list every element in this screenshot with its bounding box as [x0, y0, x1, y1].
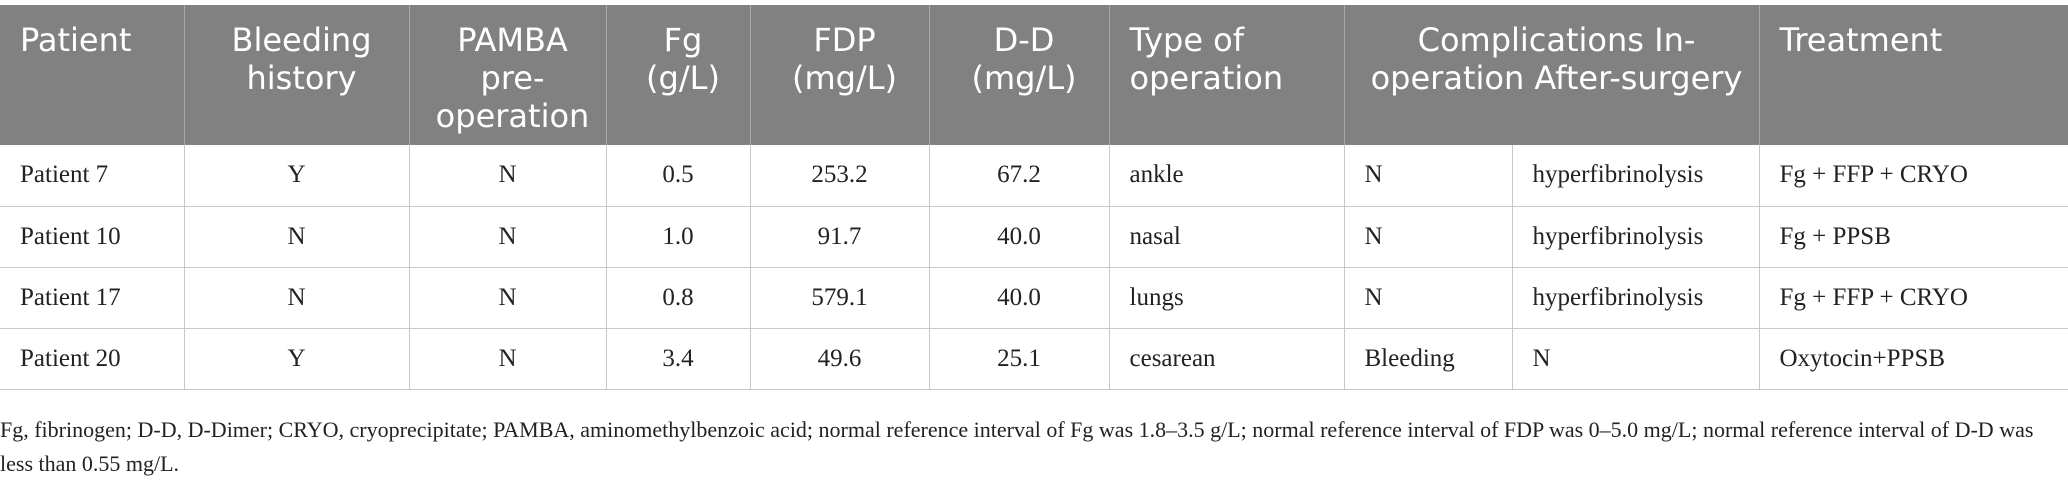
- table-footnote: Fg, fibrinogen; D-D, D-Dimer; CRYO, cryo…: [0, 417, 2034, 476]
- cell-complication-after-surgery: N: [1511, 328, 1759, 390]
- header-fdp: FDP (mg/L): [749, 5, 929, 145]
- header-treatment: Treatment: [1758, 5, 2068, 145]
- cell-fdp: 579.1: [749, 267, 929, 329]
- table-row: Patient 17 N N 0.8 579.1 40.0 lungs N hy…: [0, 267, 2068, 329]
- table-header-row: Patient Bleeding history PAMBA pre-opera…: [0, 5, 2068, 145]
- cell-type-of-operation: lungs: [1108, 267, 1344, 329]
- cell-bleeding-history: Y: [183, 145, 409, 207]
- cell-d-d: 40.0: [928, 267, 1109, 329]
- header-type-of-operation: Type of operation: [1108, 5, 1344, 145]
- header-fg: Fg (g/L): [605, 5, 750, 145]
- cell-complication-after-surgery: hyperfibrinolysis: [1511, 267, 1759, 329]
- cell-treatment: Fg + FFP + CRYO: [1758, 145, 2068, 207]
- cell-fdp: 49.6: [749, 328, 929, 390]
- cell-pamba: N: [408, 145, 606, 207]
- table-row: Patient 10 N N 1.0 91.7 40.0 nasal N hyp…: [0, 206, 2068, 268]
- cell-complication-after-surgery: hyperfibrinolysis: [1511, 206, 1759, 268]
- cell-type-of-operation: ankle: [1108, 145, 1344, 207]
- cell-treatment: Fg + FFP + CRYO: [1758, 267, 2068, 329]
- cell-d-d: 40.0: [928, 206, 1109, 268]
- cell-pamba: N: [408, 267, 606, 329]
- cell-type-of-operation: cesarean: [1108, 328, 1344, 390]
- cell-complication-in-operation: N: [1343, 206, 1512, 268]
- cell-fdp: 253.2: [749, 145, 929, 207]
- cell-pamba: N: [408, 206, 606, 268]
- cell-patient: Patient 7: [0, 145, 184, 207]
- table-row: Patient 7 Y N 0.5 253.2 67.2 ankle N hyp…: [0, 145, 2068, 207]
- cell-fg: 0.5: [605, 145, 750, 207]
- cell-patient: Patient 17: [0, 267, 184, 329]
- cell-fdp: 91.7: [749, 206, 929, 268]
- patient-table: Patient Bleeding history PAMBA pre-opera…: [0, 5, 2068, 390]
- cell-bleeding-history: N: [183, 206, 409, 268]
- header-d-d: D-D (mg/L): [928, 5, 1109, 145]
- cell-d-d: 25.1: [928, 328, 1109, 390]
- cell-bleeding-history: Y: [183, 328, 409, 390]
- cell-complication-in-operation: N: [1343, 145, 1512, 207]
- cell-fg: 0.8: [605, 267, 750, 329]
- cell-treatment: Oxytocin+PPSB: [1758, 328, 2068, 390]
- cell-patient: Patient 10: [0, 206, 184, 268]
- cell-treatment: Fg + PPSB: [1758, 206, 2068, 268]
- cell-type-of-operation: nasal: [1108, 206, 1344, 268]
- cell-bleeding-history: N: [183, 267, 409, 329]
- cell-pamba: N: [408, 328, 606, 390]
- cell-complication-in-operation: N: [1343, 267, 1512, 329]
- cell-fg: 1.0: [605, 206, 750, 268]
- cell-fg: 3.4: [605, 328, 750, 390]
- header-complications: Complications In-operation After-surgery: [1343, 5, 1759, 145]
- patient-table-container: Patient Bleeding history PAMBA pre-opera…: [0, 5, 2068, 390]
- header-patient: Patient: [0, 5, 184, 145]
- header-pamba-pre-operation: PAMBA pre-operation: [408, 5, 606, 145]
- cell-complication-in-operation: Bleeding: [1343, 328, 1512, 390]
- header-bleeding-history: Bleeding history: [183, 5, 409, 145]
- cell-complication-after-surgery: hyperfibrinolysis: [1511, 145, 1759, 207]
- table-row: Patient 20 Y N 3.4 49.6 25.1 cesarean Bl…: [0, 328, 2068, 390]
- cell-d-d: 67.2: [928, 145, 1109, 207]
- cell-patient: Patient 20: [0, 328, 184, 390]
